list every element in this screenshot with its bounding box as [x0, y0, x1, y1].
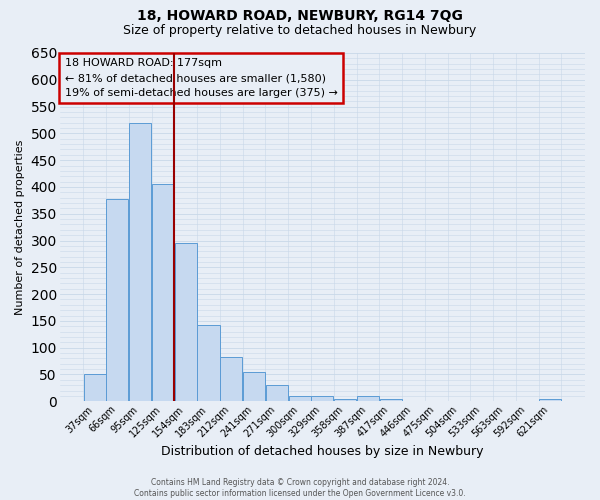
- Bar: [243, 372, 265, 402]
- Bar: [220, 358, 242, 402]
- Y-axis label: Number of detached properties: Number of detached properties: [15, 140, 25, 315]
- Bar: [380, 398, 402, 402]
- Text: 18, HOWARD ROAD, NEWBURY, RG14 7QG: 18, HOWARD ROAD, NEWBURY, RG14 7QG: [137, 9, 463, 23]
- Bar: [357, 396, 379, 402]
- Bar: [152, 184, 174, 402]
- Bar: [106, 198, 128, 402]
- Bar: [175, 243, 197, 402]
- X-axis label: Distribution of detached houses by size in Newbury: Distribution of detached houses by size …: [161, 444, 484, 458]
- Text: Size of property relative to detached houses in Newbury: Size of property relative to detached ho…: [124, 24, 476, 37]
- Text: 18 HOWARD ROAD: 177sqm
← 81% of detached houses are smaller (1,580)
19% of semi-: 18 HOWARD ROAD: 177sqm ← 81% of detached…: [65, 58, 338, 98]
- Bar: [334, 398, 356, 402]
- Bar: [83, 374, 106, 402]
- Bar: [266, 385, 288, 402]
- Bar: [129, 122, 151, 402]
- Bar: [197, 324, 220, 402]
- Bar: [539, 398, 561, 402]
- Bar: [311, 396, 334, 402]
- Text: Contains HM Land Registry data © Crown copyright and database right 2024.
Contai: Contains HM Land Registry data © Crown c…: [134, 478, 466, 498]
- Bar: [289, 396, 311, 402]
